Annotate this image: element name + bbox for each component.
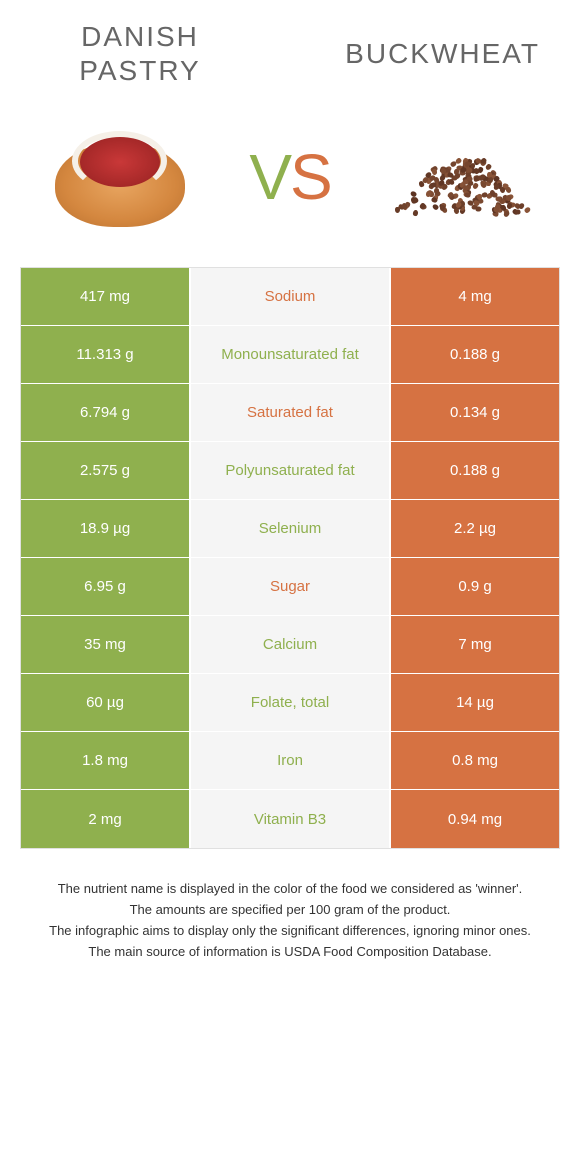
left-value-cell: 6.95 g — [21, 558, 191, 615]
nutrient-label-cell: Iron — [191, 732, 389, 789]
table-row: 2 mgVitamin B30.94 mg — [21, 790, 559, 848]
table-row: 18.9 µgSelenium2.2 µg — [21, 500, 559, 558]
left-value-cell: 417 mg — [21, 268, 191, 325]
left-value-cell: 11.313 g — [21, 326, 191, 383]
buckwheat-icon — [385, 137, 535, 217]
table-row: 11.313 gMonounsaturated fat0.188 g — [21, 326, 559, 384]
vs-v-letter: V — [249, 141, 290, 213]
nutrient-label-cell: Sugar — [191, 558, 389, 615]
right-value-cell: 2.2 µg — [389, 500, 559, 557]
vs-row: VS — [20, 117, 560, 237]
footer-line: The main source of information is USDA F… — [30, 942, 550, 963]
right-value-cell: 0.188 g — [389, 326, 559, 383]
right-value-cell: 0.9 g — [389, 558, 559, 615]
nutrient-label-cell: Saturated fat — [191, 384, 389, 441]
right-value-cell: 14 µg — [389, 674, 559, 731]
footer-line: The infographic aims to display only the… — [30, 921, 550, 942]
vs-s-letter: S — [290, 141, 331, 213]
pastry-icon — [50, 127, 190, 227]
nutrient-label-cell: Polyunsaturated fat — [191, 442, 389, 499]
left-value-cell: 2 mg — [21, 790, 191, 848]
footer-line: The nutrient name is displayed in the co… — [30, 879, 550, 900]
footer-notes: The nutrient name is displayed in the co… — [20, 879, 560, 962]
header: DANISH PASTRY BUCKWHEAT — [20, 20, 560, 87]
table-row: 6.95 gSugar0.9 g — [21, 558, 559, 616]
table-row: 417 mgSodium4 mg — [21, 268, 559, 326]
right-food-title: BUCKWHEAT — [340, 37, 540, 71]
left-value-cell: 6.794 g — [21, 384, 191, 441]
table-row: 60 µgFolate, total14 µg — [21, 674, 559, 732]
right-value-cell: 0.94 mg — [389, 790, 559, 848]
left-food-title: DANISH PASTRY — [40, 20, 240, 87]
nutrient-label-cell: Calcium — [191, 616, 389, 673]
footer-line: The amounts are specified per 100 gram o… — [30, 900, 550, 921]
left-value-cell: 2.575 g — [21, 442, 191, 499]
right-value-cell: 4 mg — [389, 268, 559, 325]
right-value-cell: 0.134 g — [389, 384, 559, 441]
danish-pastry-image — [40, 117, 200, 237]
table-row: 35 mgCalcium7 mg — [21, 616, 559, 674]
right-value-cell: 0.8 mg — [389, 732, 559, 789]
nutrient-label-cell: Vitamin B3 — [191, 790, 389, 848]
comparison-table: 417 mgSodium4 mg11.313 gMonounsaturated … — [20, 267, 560, 849]
left-value-cell: 35 mg — [21, 616, 191, 673]
left-value-cell: 60 µg — [21, 674, 191, 731]
right-value-cell: 0.188 g — [389, 442, 559, 499]
left-value-cell: 18.9 µg — [21, 500, 191, 557]
right-value-cell: 7 mg — [389, 616, 559, 673]
nutrient-label-cell: Sodium — [191, 268, 389, 325]
nutrient-label-cell: Folate, total — [191, 674, 389, 731]
nutrient-label-cell: Selenium — [191, 500, 389, 557]
table-row: 1.8 mgIron0.8 mg — [21, 732, 559, 790]
vs-text: VS — [249, 140, 330, 214]
buckwheat-image — [380, 117, 540, 237]
left-value-cell: 1.8 mg — [21, 732, 191, 789]
table-row: 6.794 gSaturated fat0.134 g — [21, 384, 559, 442]
nutrient-label-cell: Monounsaturated fat — [191, 326, 389, 383]
table-row: 2.575 gPolyunsaturated fat0.188 g — [21, 442, 559, 500]
